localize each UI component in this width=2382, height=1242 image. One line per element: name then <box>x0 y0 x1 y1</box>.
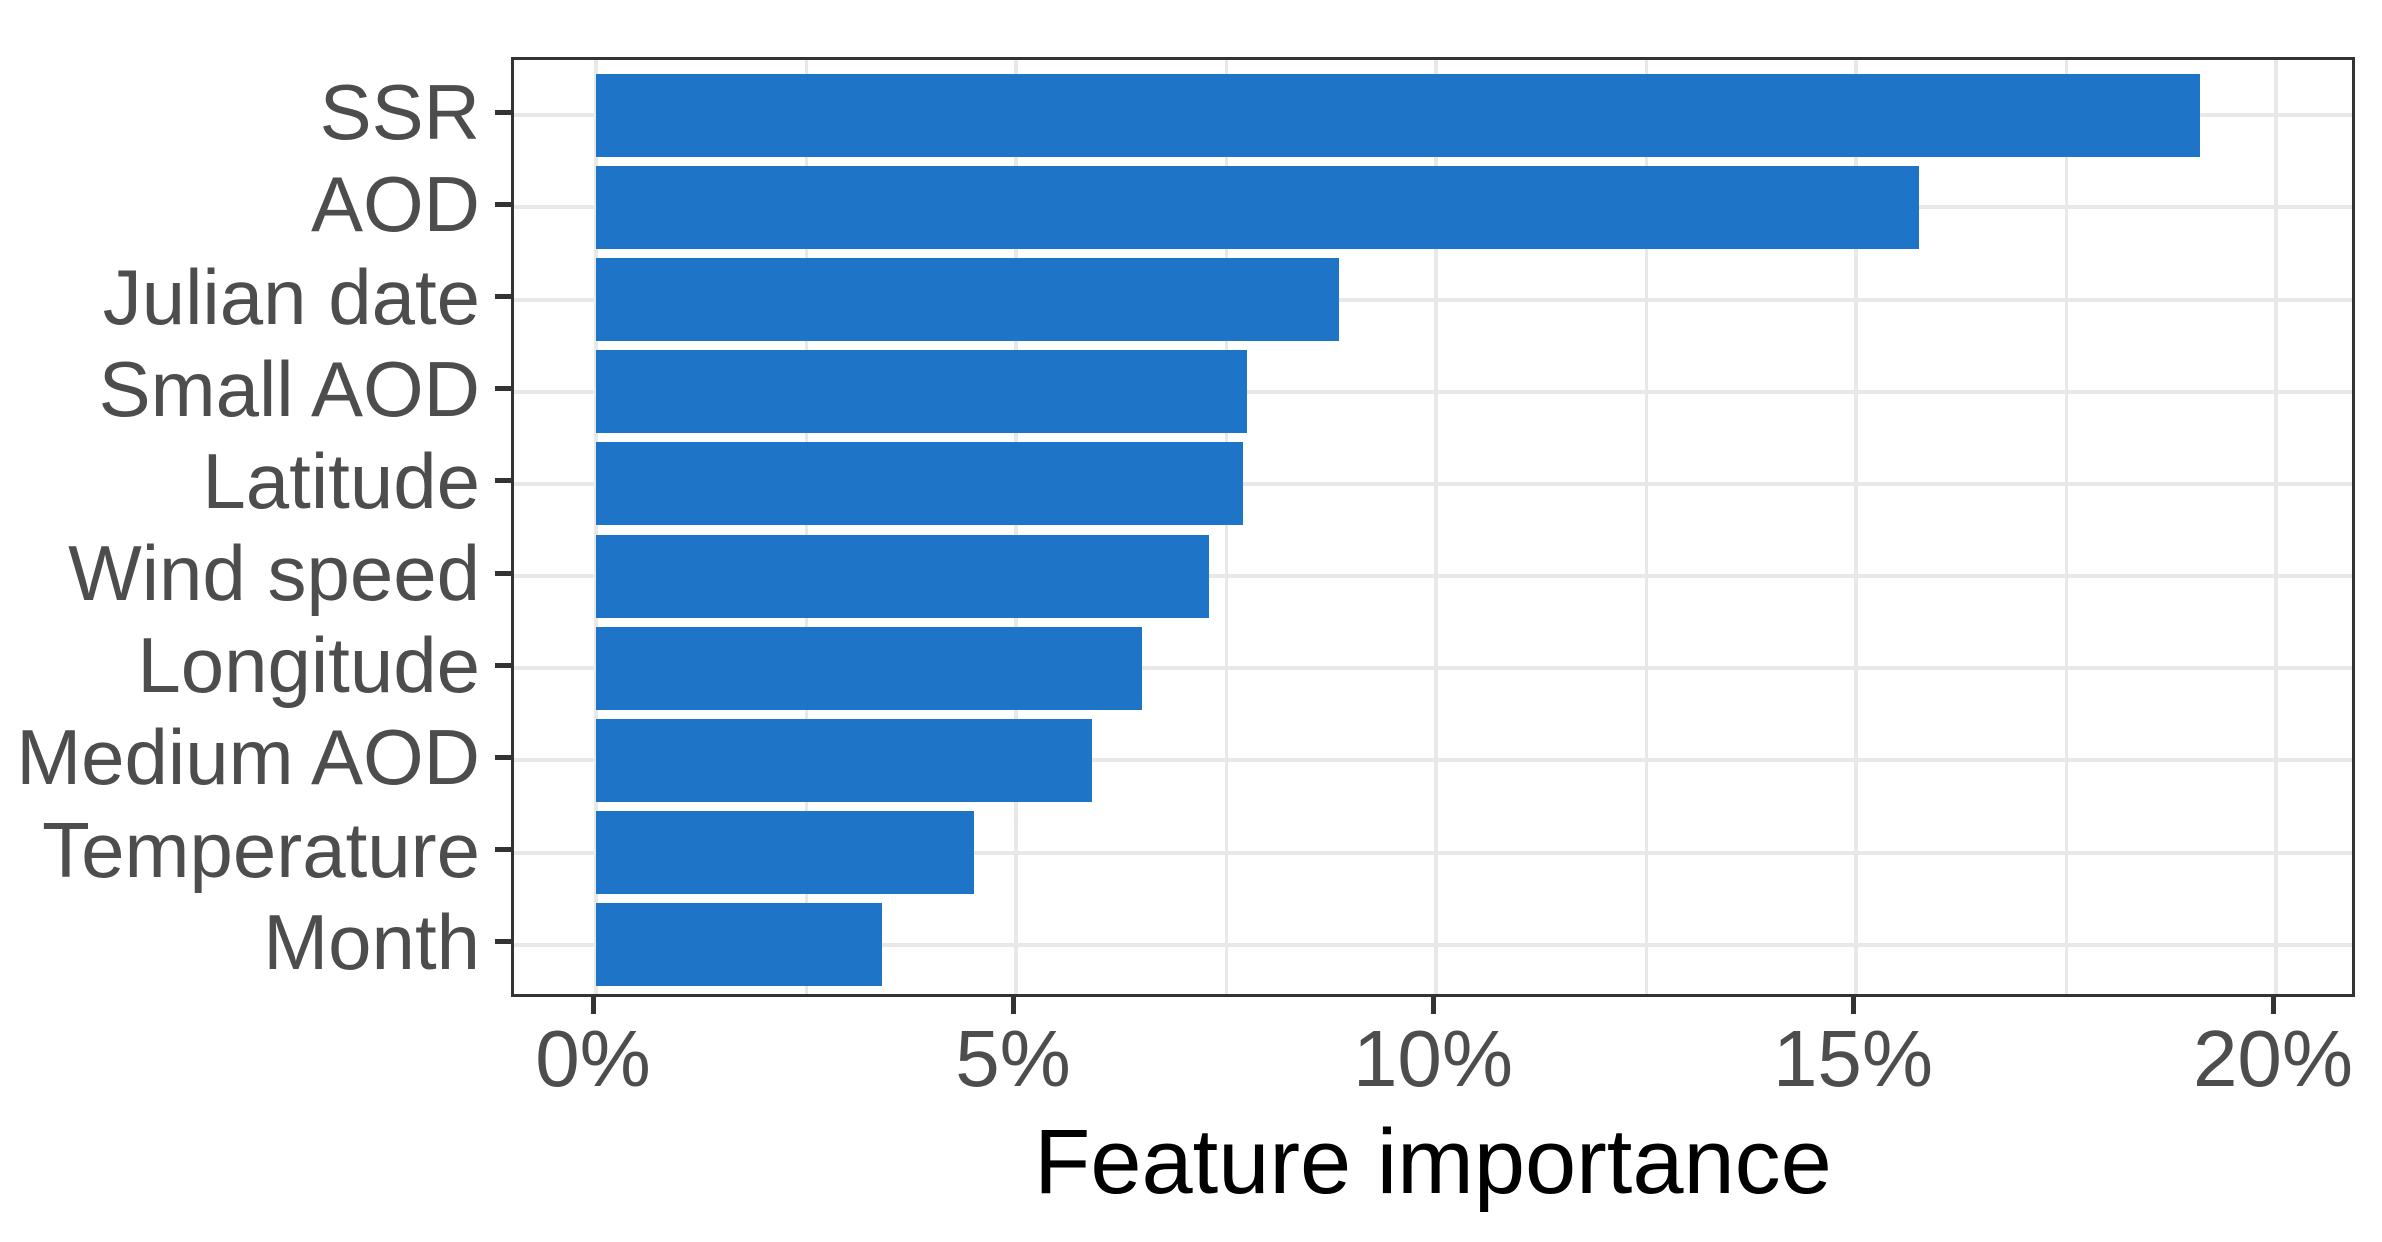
y-tick-mark <box>495 109 511 115</box>
gridline-major-horizontal <box>514 850 2352 855</box>
y-tick-mark <box>495 570 511 576</box>
bar-month <box>596 903 882 987</box>
gridline-major-horizontal <box>514 666 2352 671</box>
plot-panel <box>511 57 2355 997</box>
y-axis-label: SSR <box>319 68 480 157</box>
gridline-minor-vertical <box>804 60 808 994</box>
x-tick-mark <box>1430 997 1436 1014</box>
x-axis-tick-label: 15% <box>1772 1014 1934 1103</box>
bar-aod <box>596 165 1919 249</box>
y-tick-mark <box>495 294 511 300</box>
gridline-minor-vertical <box>2064 60 2068 994</box>
bar-latitude <box>596 442 1243 526</box>
y-axis-label: Month <box>263 897 480 986</box>
gridline-major-vertical <box>594 60 598 994</box>
gridline-major-vertical <box>1014 60 1018 994</box>
gridline-major-horizontal <box>514 481 2352 486</box>
x-tick-mark <box>1010 997 1016 1014</box>
y-tick-mark <box>495 754 511 760</box>
x-axis-tick-label: 20% <box>2192 1014 2354 1103</box>
y-axis-label: Small AOD <box>98 344 480 433</box>
y-tick-mark <box>495 201 511 207</box>
bar-medium-aod <box>596 718 1092 802</box>
y-axis-label: Temperature <box>42 805 480 894</box>
gridline-major-vertical <box>2274 60 2278 994</box>
y-tick-mark <box>495 662 511 668</box>
y-axis-label: Julian date <box>102 252 480 341</box>
x-tick-mark <box>2270 997 2276 1014</box>
y-axis-label: Medium AOD <box>16 713 480 802</box>
x-axis-tick-label: 5% <box>955 1014 1071 1103</box>
gridline-major-horizontal <box>514 297 2352 302</box>
x-tick-mark <box>590 997 596 1014</box>
bar-julian-date <box>596 258 1340 342</box>
gridline-minor-vertical <box>1224 60 1228 994</box>
y-axis-label: AOD <box>310 160 480 249</box>
gridline-major-horizontal <box>514 942 2352 947</box>
bar-longitude <box>596 626 1142 710</box>
gridline-major-vertical <box>1854 60 1858 994</box>
y-tick-mark <box>495 386 511 392</box>
y-axis-label: Longitude <box>137 621 480 710</box>
gridline-major-horizontal <box>514 574 2352 579</box>
y-tick-mark <box>495 847 511 853</box>
x-axis-title: Feature importance <box>1034 1111 1832 1213</box>
gridline-minor-vertical <box>1644 60 1648 994</box>
gridline-major-horizontal <box>514 758 2352 763</box>
bar-ssr <box>596 73 2201 157</box>
gridline-major-horizontal <box>514 389 2352 394</box>
y-axis-label: Wind speed <box>68 529 480 618</box>
y-axis-label: Latitude <box>202 436 480 525</box>
x-axis-tick-label: 0% <box>535 1014 651 1103</box>
bar-small-aod <box>596 350 1247 434</box>
y-tick-mark <box>495 939 511 945</box>
gridline-major-vertical <box>1434 60 1438 994</box>
bar-temperature <box>596 811 974 895</box>
x-axis-tick-label: 10% <box>1352 1014 1514 1103</box>
x-tick-mark <box>1850 997 1856 1014</box>
bar-wind-speed <box>596 534 1210 618</box>
y-tick-mark <box>495 478 511 484</box>
